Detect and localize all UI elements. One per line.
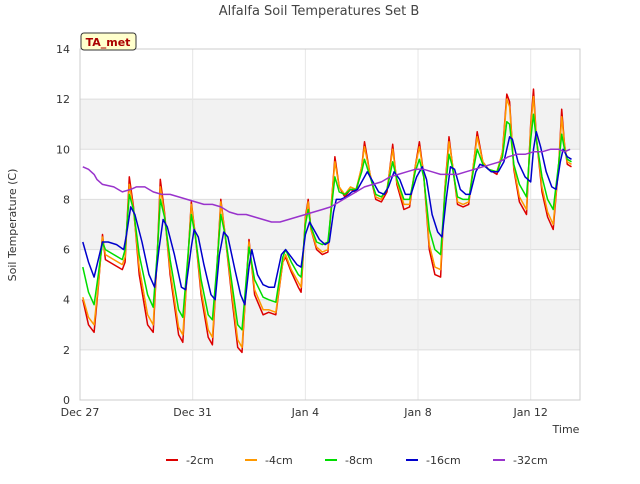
x-tick-label: Jan 8 (403, 406, 431, 419)
x-tick-label: Dec 27 (61, 406, 100, 419)
legend-label: -16cm (426, 454, 461, 467)
y-tick-label: 4 (63, 294, 70, 307)
series-line-minus-32cm (82, 148, 571, 223)
chart-title: Alfalfa Soil Temperatures Set B (219, 4, 420, 19)
legend-label: -8cm (345, 454, 373, 467)
x-axis-label: Time (552, 423, 580, 436)
plot-frame (79, 48, 581, 401)
y-axis-label: Soil Temperature (C) (6, 169, 19, 282)
y-tick-label: 10 (56, 143, 70, 156)
series-line-minus-16cm (82, 130, 572, 306)
series-layer (82, 88, 572, 354)
axes: 0 2 4 6 8 10 12 14 Dec 27 Dec 31 Jan 4 Jan 8 Jan 12 (56, 43, 581, 419)
x-tick-label: Dec 31 (173, 406, 212, 419)
legend-label: -4cm (265, 454, 293, 467)
legend-label: -32cm (513, 454, 548, 467)
annotation-box (80, 32, 137, 51)
y-tick-label: 0 (63, 394, 70, 407)
legend-label: -2cm (186, 454, 214, 467)
y-tick-label: 6 (63, 244, 70, 257)
y-tick-label: 12 (56, 93, 70, 106)
x-tick-label: Jan 4 (291, 406, 319, 419)
x-tick-label: Jan 12 (512, 406, 547, 419)
plot-band (80, 99, 580, 150)
plot-band (80, 299, 580, 350)
y-tick-label: 14 (56, 43, 70, 56)
y-tick-label: 8 (63, 193, 70, 206)
annotation-layer: TA_met (80, 32, 137, 51)
legend: -2cm -4cm -8cm -16cm -32cm (166, 454, 548, 467)
annotation-label: TA_met (86, 36, 131, 49)
y-tick-label: 2 (63, 344, 70, 357)
